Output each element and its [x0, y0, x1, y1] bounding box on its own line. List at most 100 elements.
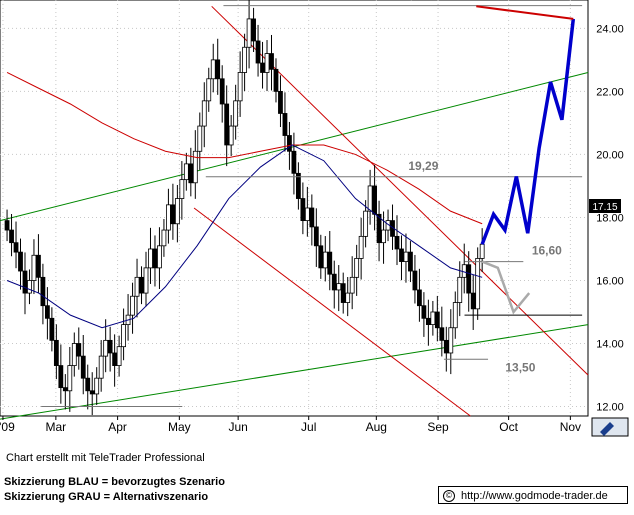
candle-body [237, 72, 243, 102]
candle-body [121, 324, 126, 348]
candle-body [367, 185, 373, 212]
candle-body [278, 90, 283, 114]
copyright-icon: © [443, 490, 455, 502]
candle-body [349, 276, 355, 294]
x-tick-label: Sep [427, 420, 449, 434]
candle-body [340, 283, 346, 303]
candle-body [417, 289, 422, 307]
candle-body [44, 305, 50, 319]
candle-body [457, 276, 463, 303]
candle-body [58, 365, 64, 389]
x-tick-label: Aug [366, 420, 387, 434]
trend-line-red-upper [211, 5, 589, 376]
candle-body [255, 40, 261, 64]
candle-body [98, 355, 104, 379]
candle-body [94, 377, 100, 395]
candle-body [161, 229, 167, 247]
candle-body [40, 276, 46, 307]
candle-body [143, 267, 149, 294]
candle-body [4, 220, 10, 231]
candle-body [300, 198, 306, 222]
chart: 24,72 19,29 16,60 13,50 12.00 14.00 16.00 18.0… [0, 0, 629, 437]
level-label: 19,29 [408, 159, 438, 173]
candle-body [179, 179, 185, 199]
scenario-blue-line [480, 18, 576, 245]
candle-body [224, 103, 230, 146]
candle-body [260, 62, 265, 73]
y-tick-label: 14.00 [596, 339, 624, 351]
candle-body [67, 365, 73, 392]
candle-body [9, 229, 14, 244]
candle-body [381, 229, 386, 244]
candle-body [183, 163, 189, 181]
candle-body [461, 264, 467, 278]
candle-body [27, 280, 32, 294]
candle-body [322, 251, 328, 269]
candle-body [336, 283, 342, 291]
candle-body [18, 251, 23, 272]
candle-body [264, 53, 270, 73]
candle-body [112, 352, 118, 366]
candle-body [71, 343, 77, 366]
candle-body [80, 355, 86, 379]
candle-body [408, 251, 413, 272]
x-tick-label: Jul [301, 420, 316, 434]
candle-body [399, 248, 404, 262]
candle-body [376, 213, 382, 244]
candle-body [242, 46, 248, 73]
level-label: 16,60 [532, 244, 562, 258]
y-tick-label: 20.00 [596, 149, 624, 161]
candle-body [269, 53, 274, 70]
trend-line-red-lower [193, 207, 471, 417]
candle-body [13, 242, 19, 253]
moving-average-red [6, 72, 483, 225]
candle-body [246, 18, 252, 48]
candle-body [430, 311, 436, 326]
candle-body [197, 125, 203, 152]
trend-line-green-lower [0, 324, 589, 420]
candle-body [130, 295, 135, 316]
candle-body [470, 292, 476, 310]
candle-body [331, 273, 337, 291]
candle-body [219, 78, 225, 105]
x-tick-label: Oct [499, 420, 518, 434]
candle-body [394, 235, 400, 250]
legend-grey-scenario: Skizzierung GRAU = Alternativszenario [4, 491, 209, 503]
x-tick-label: '09 [0, 420, 15, 434]
candle-body [354, 258, 360, 278]
candle-body [313, 226, 319, 247]
candle-body [479, 243, 485, 259]
x-tick-label: May [168, 420, 191, 434]
candle-body [372, 185, 377, 215]
candle-body [166, 204, 171, 231]
pencil-icon[interactable] [591, 417, 629, 437]
website-link[interactable]: © http://www.godmode-trader.de [438, 486, 628, 504]
candle-body [425, 317, 431, 326]
y-tick-label: 18.00 [596, 212, 624, 224]
candle-body [215, 59, 221, 80]
candle-body [103, 339, 109, 357]
candle-body [287, 135, 292, 152]
candle-body [148, 248, 153, 269]
website-url[interactable]: http://www.godmode-trader.de [461, 490, 608, 502]
candle-body [188, 163, 194, 184]
current-price-tag: 17.15 [589, 199, 621, 213]
candle-body [345, 292, 351, 303]
candle-body [210, 59, 216, 80]
candle-body [318, 245, 324, 269]
candle-body [358, 235, 364, 259]
candle-body [466, 264, 472, 294]
candle-body [174, 198, 180, 225]
candle-body [273, 68, 279, 92]
legend-blue-scenario: Skizzierung BLAU = bevorzugtes Szenario [4, 476, 225, 488]
candle-body [443, 339, 449, 354]
candle-body [251, 18, 256, 42]
y-tick-label: 22.00 [596, 86, 624, 98]
y-tick-label: 24.00 [596, 23, 624, 35]
y-tick-label: 12.00 [596, 402, 624, 414]
candle-body [31, 254, 37, 281]
candle-body [62, 387, 68, 392]
candle-body [295, 172, 301, 199]
plot-frame [0, 0, 589, 417]
candle-body [201, 100, 207, 127]
